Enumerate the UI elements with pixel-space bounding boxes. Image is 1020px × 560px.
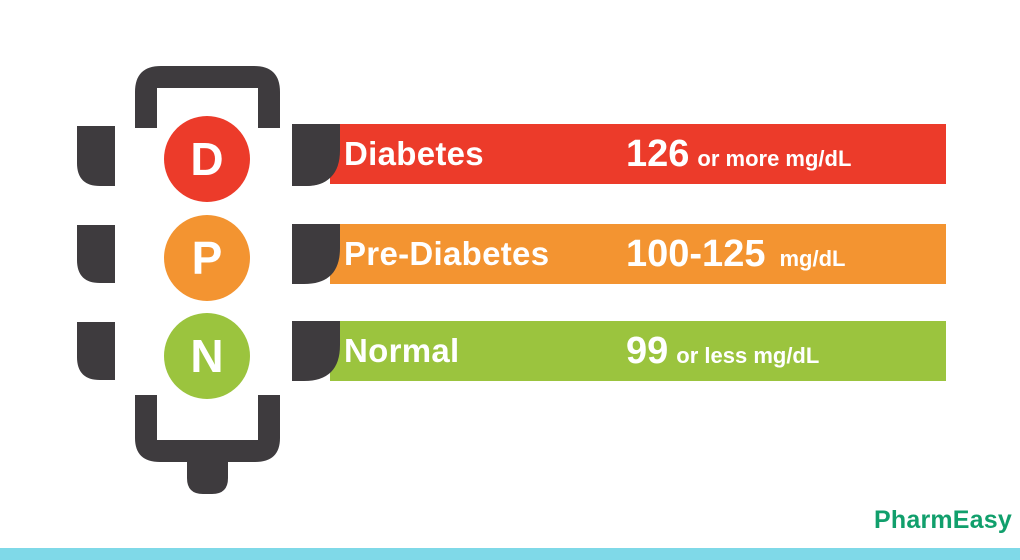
hood-left-normal [77,322,115,380]
value-unit-diabetes: or more mg/dL [697,145,852,171]
value-number-prediabetes: 100-125 [626,232,766,275]
band-prediabetes: Pre-Diabetes 100-125 mg/dL [330,224,946,284]
hood-left-diabetes [77,126,115,186]
band-diabetes: Diabetes 126 or more mg/dL [330,124,946,184]
lamp-diabetes-fill [164,116,250,202]
lamp-normal-fill [164,313,250,399]
traffic-light-bottom-cap [135,395,280,462]
lamp-letter-normal: N [190,330,223,382]
value-unit-normal: or less mg/dL [676,342,820,368]
lamp-letter-diabetes: D [190,133,223,185]
band-label-prediabetes: Pre-Diabetes [344,235,550,272]
lamp-prediabetes-fill [164,215,250,301]
band-value-normal: 99 or less mg/dL [626,330,819,373]
traffic-light-stand [187,460,228,494]
band-label-normal: Normal [344,332,460,369]
band-value-diabetes: 126 or more mg/dL [626,133,851,176]
lamp-letter-prediabetes: P [192,232,223,284]
hood-left-prediabetes [77,225,115,283]
band-normal: Normal 99 or less mg/dL [330,321,946,381]
value-number-normal: 99 [626,329,669,372]
value-unit-prediabetes: mg/dL [779,245,846,271]
bottom-accent-bar [0,548,1020,560]
brand-logo-text: PharmEasy [874,506,1012,534]
value-number-diabetes: 126 [626,132,690,175]
traffic-light-top-cap [135,66,280,128]
band-label-diabetes: Diabetes [344,135,484,172]
band-value-prediabetes: 100-125 mg/dL [626,233,845,276]
